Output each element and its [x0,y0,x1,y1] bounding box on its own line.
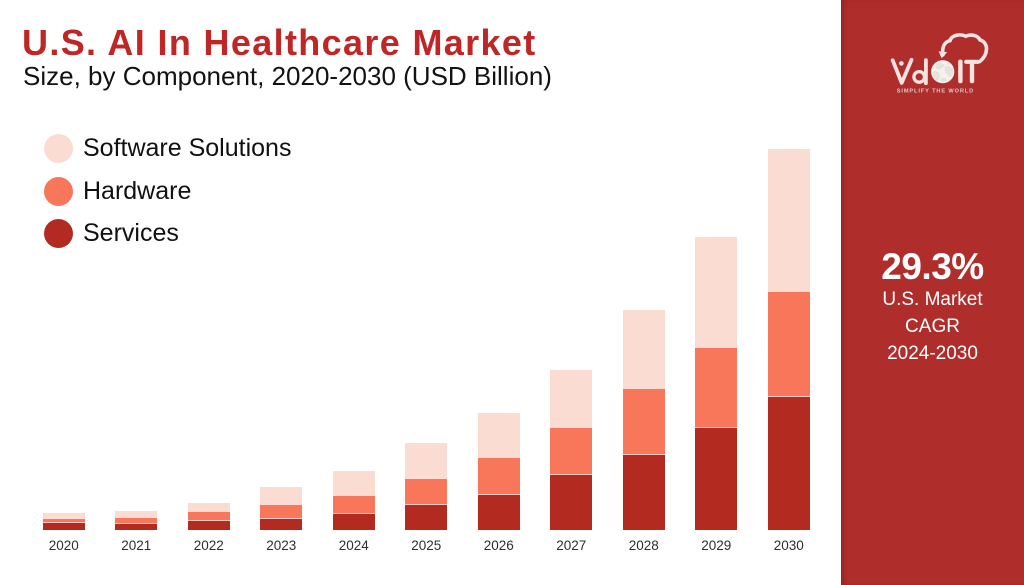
svg-text:SIMPLIFY THE WORLD: SIMPLIFY THE WORLD [897,89,974,95]
